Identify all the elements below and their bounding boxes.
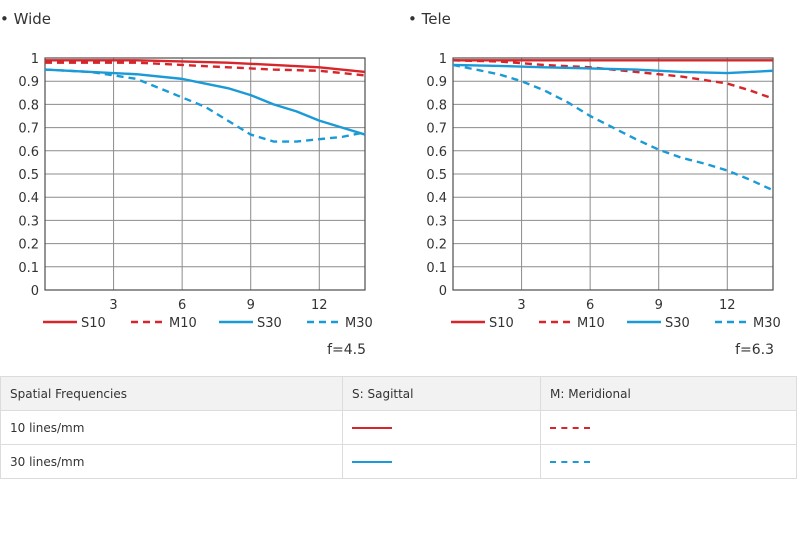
legend-label-m30: M30 [753,316,781,331]
frequency-label: 10 lines/mm [0,410,343,445]
series-line-m30 [44,68,366,143]
series-line-m10 [452,59,774,100]
series-line-s10 [45,59,366,74]
line-sample-dashed [550,427,590,429]
table-row: 30 lines/mm [0,444,797,479]
legend-label-s30: S30 [257,316,282,331]
meridional-sample-cell [540,444,797,479]
y-tick-label: 0.4 [426,191,447,206]
frequency-label: 30 lines/mm [0,444,343,479]
header-spatial-frequencies: Spatial Frequencies [0,376,343,411]
y-tick-label: 0.4 [18,191,39,206]
plot-frame [44,57,366,291]
y-tick-label: 0 [31,284,39,299]
y-tick-label: 0.1 [426,261,447,276]
meridional-sample-cell [540,410,797,445]
x-tick-label: 9 [655,298,663,313]
x-tick-label: 12 [311,298,328,313]
y-tick-label: 0.1 [18,261,39,276]
header-meridional: M: Meridional [540,376,797,411]
legend-table: Spatial Frequencies S: Sagittal M: Merid… [0,376,797,479]
y-tick-label: 0.6 [18,145,39,160]
y-tick-label: 1 [439,52,447,67]
plot-frame [452,57,774,291]
y-tick-label: 0.8 [426,98,447,113]
sagittal-sample-cell [342,444,541,479]
y-tick-label: 0.9 [18,75,39,90]
table-row: 10 lines/mm [0,410,797,445]
y-tick-label: 0.6 [426,145,447,160]
legend-label-m10: M10 [169,316,197,331]
mtf-chart-wide: 0 0.1 0.2 0.3 0.4 0.5 0.6 0.7 0.8 0.9 1 3 6 9 12 S10 M10… [18,52,373,331]
legend-label-m10: M10 [577,316,605,331]
legend-label-m30: M30 [345,316,373,331]
x-tick-label: 6 [586,298,594,313]
x-tick-label: 9 [247,298,255,313]
x-tick-label: 12 [719,298,736,313]
y-tick-label: 0.8 [18,98,39,113]
chart-title-wide: • Wide [0,10,52,28]
legend-label-s30: S30 [665,316,690,331]
series-line-s30 [44,68,366,136]
legend-label-s10: S10 [489,316,514,331]
header-sagittal: S: Sagittal [342,376,541,411]
line-sample-dashed [550,461,590,463]
y-tick-label: 0.2 [18,238,39,253]
aperture-label-wide: f=4.5 [327,342,366,358]
sagittal-sample-cell [342,410,541,445]
y-tick-label: 0.5 [426,168,447,183]
y-tick-label: 0.5 [18,168,39,183]
series-line-m30 [452,63,774,192]
y-tick-label: 0.3 [18,214,39,229]
x-tick-label: 6 [178,298,186,313]
chart-title-tele: • Tele [408,10,451,28]
aperture-label-tele: f=6.3 [735,342,774,358]
x-tick-label: 3 [517,298,525,313]
line-sample-solid [352,461,392,463]
y-tick-label: 1 [31,52,39,67]
y-tick-label: 0.9 [426,75,447,90]
y-tick-label: 0.7 [18,122,39,137]
y-tick-label: 0 [439,284,447,299]
y-tick-label: 0.2 [426,238,447,253]
series-line-s30 [452,63,774,75]
mtf-chart-tele: 0 0.1 0.2 0.3 0.4 0.5 0.6 0.7 0.8 0.9 1 3 6 9 12 S10 M10… [426,52,781,331]
line-sample-solid [352,427,392,429]
series-line-m10 [45,61,366,77]
y-tick-label: 0.3 [426,214,447,229]
legend-label-s10: S10 [81,316,106,331]
y-tick-label: 0.7 [426,122,447,137]
x-tick-label: 3 [109,298,117,313]
legend-header-row: Spatial Frequencies S: Sagittal M: Merid… [0,376,797,411]
